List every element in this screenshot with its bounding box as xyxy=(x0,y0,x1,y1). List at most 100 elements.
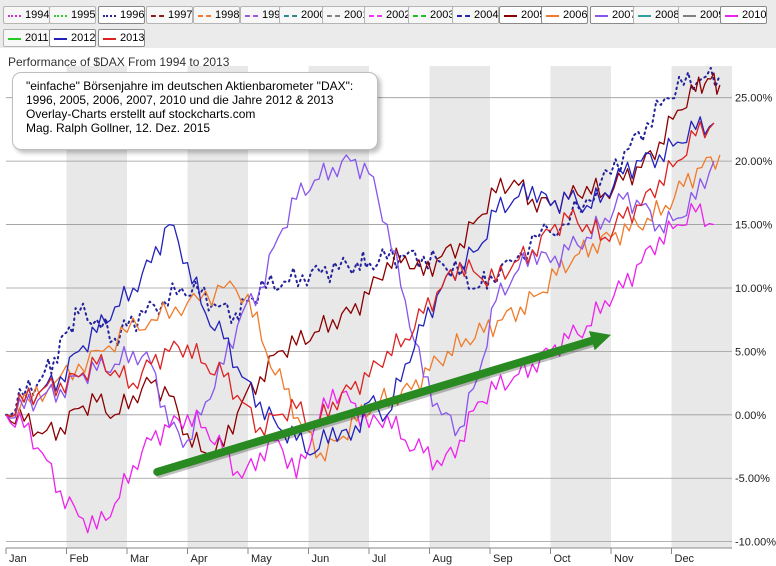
legend-swatch-icon xyxy=(369,10,382,17)
trend-arrow-shaft xyxy=(153,336,596,476)
series-line-2007 xyxy=(5,154,715,449)
y-tick-label: 5.00% xyxy=(735,346,766,358)
legend-swatch-icon xyxy=(725,10,738,17)
legend-label: 2012 xyxy=(71,32,96,44)
legend-label: 2005 xyxy=(521,9,546,21)
legend-label: 2011 xyxy=(25,32,49,44)
legend-swatch-icon xyxy=(54,10,67,17)
legend-swatch-icon xyxy=(198,10,211,17)
series-line-2010 xyxy=(5,202,715,534)
note-line-2: 1996, 2005, 2006, 2007, 2010 und die Jah… xyxy=(26,93,334,107)
legend-swatch-icon xyxy=(103,10,116,17)
y-tick-label: 15.00% xyxy=(735,220,773,232)
y-tick-label: 25.00% xyxy=(735,93,773,105)
y-axis: -10.00% -5.00% 0.00% 5.00% 10.00% 15.00% 20.00… xyxy=(735,93,776,549)
legend-toggle-1994[interactable]: 1994 xyxy=(3,6,51,24)
y-tick-label: -10.00% xyxy=(735,537,776,549)
legend-swatch-icon xyxy=(504,10,517,17)
x-tick-label: Sep xyxy=(493,553,513,565)
legend-label: 2006 xyxy=(563,9,588,21)
x-tick-label: Jan xyxy=(9,553,27,565)
legend-toggle-1996[interactable]: 1996 xyxy=(98,6,146,24)
legend-swatch-icon xyxy=(8,33,21,40)
legend-swatch-icon xyxy=(457,10,470,17)
x-axis: Jan Feb Mar Apr May Jun Jul Aug Sep Oct Nov Dec xyxy=(5,547,732,565)
legend-swatch-icon xyxy=(8,10,21,17)
x-tick-label: Oct xyxy=(554,553,571,565)
legend-toggle-2002[interactable]: 2002 xyxy=(364,6,412,24)
legend-swatch-icon xyxy=(413,10,426,17)
legend-label: 1994 xyxy=(25,9,50,21)
legend-toggle-2009[interactable]: 2009 xyxy=(678,6,726,24)
legend-swatch-icon xyxy=(327,10,340,17)
legend-label: 2008 xyxy=(655,9,680,21)
legend-swatch-icon xyxy=(54,33,67,40)
legend-swatch-icon xyxy=(638,10,651,17)
legend-toggle-1997[interactable]: 1997 xyxy=(146,6,194,24)
month-band xyxy=(550,66,611,548)
gridlines xyxy=(6,97,732,543)
legend-toggle-2007[interactable]: 2007 xyxy=(590,6,638,24)
legend-label: 2003 xyxy=(430,9,455,21)
legend-toggle-2000[interactable]: 2000 xyxy=(279,6,327,24)
legend-toggle-2010[interactable]: 2010 xyxy=(720,6,768,24)
legend-label: 2007 xyxy=(612,9,637,21)
month-band xyxy=(671,66,732,548)
series-line-1996 xyxy=(5,66,721,416)
legend-swatch-icon xyxy=(546,10,559,17)
series-line-2012 xyxy=(5,116,715,456)
x-tick-label: Nov xyxy=(614,553,634,565)
trend-arrow-head xyxy=(588,331,611,351)
x-tick-label: Jul xyxy=(372,553,386,565)
legend-swatch-icon xyxy=(284,10,297,17)
x-tick-label: Feb xyxy=(70,553,89,565)
legend-toggle-2013[interactable]: 2013 xyxy=(98,29,146,47)
x-tick-label: Apr xyxy=(191,553,208,565)
legend-label: 1996 xyxy=(120,9,145,21)
note-line-1: "einfache" Börsenjahre im deutschen Akti… xyxy=(26,79,354,93)
legend-label: 2013 xyxy=(120,32,145,44)
legend-swatch-icon xyxy=(245,10,258,17)
x-tick-label: May xyxy=(251,553,272,565)
legend-label: 1998 xyxy=(215,9,240,21)
legend-swatch-icon xyxy=(151,10,164,17)
legend-toggle-2012[interactable]: 2012 xyxy=(49,29,97,47)
series-line-2013 xyxy=(5,120,715,437)
legend-label: 1997 xyxy=(168,9,193,21)
legend-toggle-2003[interactable]: 2003 xyxy=(408,6,456,24)
annotation-box: "einfache" Börsenjahre im deutschen Akti… xyxy=(12,72,378,150)
series-line-2005 xyxy=(5,72,721,459)
trend-arrow xyxy=(153,331,611,478)
legend-label: 2004 xyxy=(474,9,499,21)
legend-toggle-2011[interactable]: 2011 xyxy=(3,29,50,47)
legend-toggle-2006[interactable]: 2006 xyxy=(541,6,589,24)
legend-label: 1995 xyxy=(71,9,96,21)
y-tick-label: 10.00% xyxy=(735,283,773,295)
x-tick-label: Dec xyxy=(675,553,695,565)
legend-toggle-2004[interactable]: 2004 xyxy=(452,6,500,24)
x-tick-label: Mar xyxy=(130,553,149,565)
chart-title: Performance of $DAX From 1994 to 2013 xyxy=(8,55,230,69)
y-tick-label: -5.00% xyxy=(735,473,770,485)
legend-label: 2000 xyxy=(301,9,326,21)
legend-label: 2010 xyxy=(742,9,767,21)
note-line-3: Overlay-Charts erstellt auf stockcharts.… xyxy=(26,107,256,121)
legend-label: 2002 xyxy=(386,9,411,21)
legend-swatch-icon xyxy=(683,10,696,17)
legend-label: 2009 xyxy=(700,9,725,21)
legend-toggle-2005[interactable]: 2005 xyxy=(499,6,547,24)
legend-toggle-1998[interactable]: 1998 xyxy=(193,6,241,24)
note-line-4: Mag. Ralph Gollner, 12. Dez. 2015 xyxy=(26,121,211,135)
legend-bar: 1994 1995 1996 1997 1998 1999 2000 2001 2002 2003… xyxy=(0,0,776,48)
y-tick-label: 20.00% xyxy=(735,156,773,168)
legend-swatch-icon xyxy=(103,33,116,40)
series-lines xyxy=(5,66,721,534)
x-tick-label: Jun xyxy=(312,553,330,565)
legend-toggle-2001[interactable]: 2001 xyxy=(322,6,370,24)
month-band xyxy=(429,66,490,548)
legend-toggle-1995[interactable]: 1995 xyxy=(49,6,97,24)
x-tick-label: Aug xyxy=(433,553,453,565)
legend-swatch-icon xyxy=(595,10,608,17)
y-tick-label: 0.00% xyxy=(735,410,766,422)
legend-toggle-2008[interactable]: 2008 xyxy=(633,6,681,24)
